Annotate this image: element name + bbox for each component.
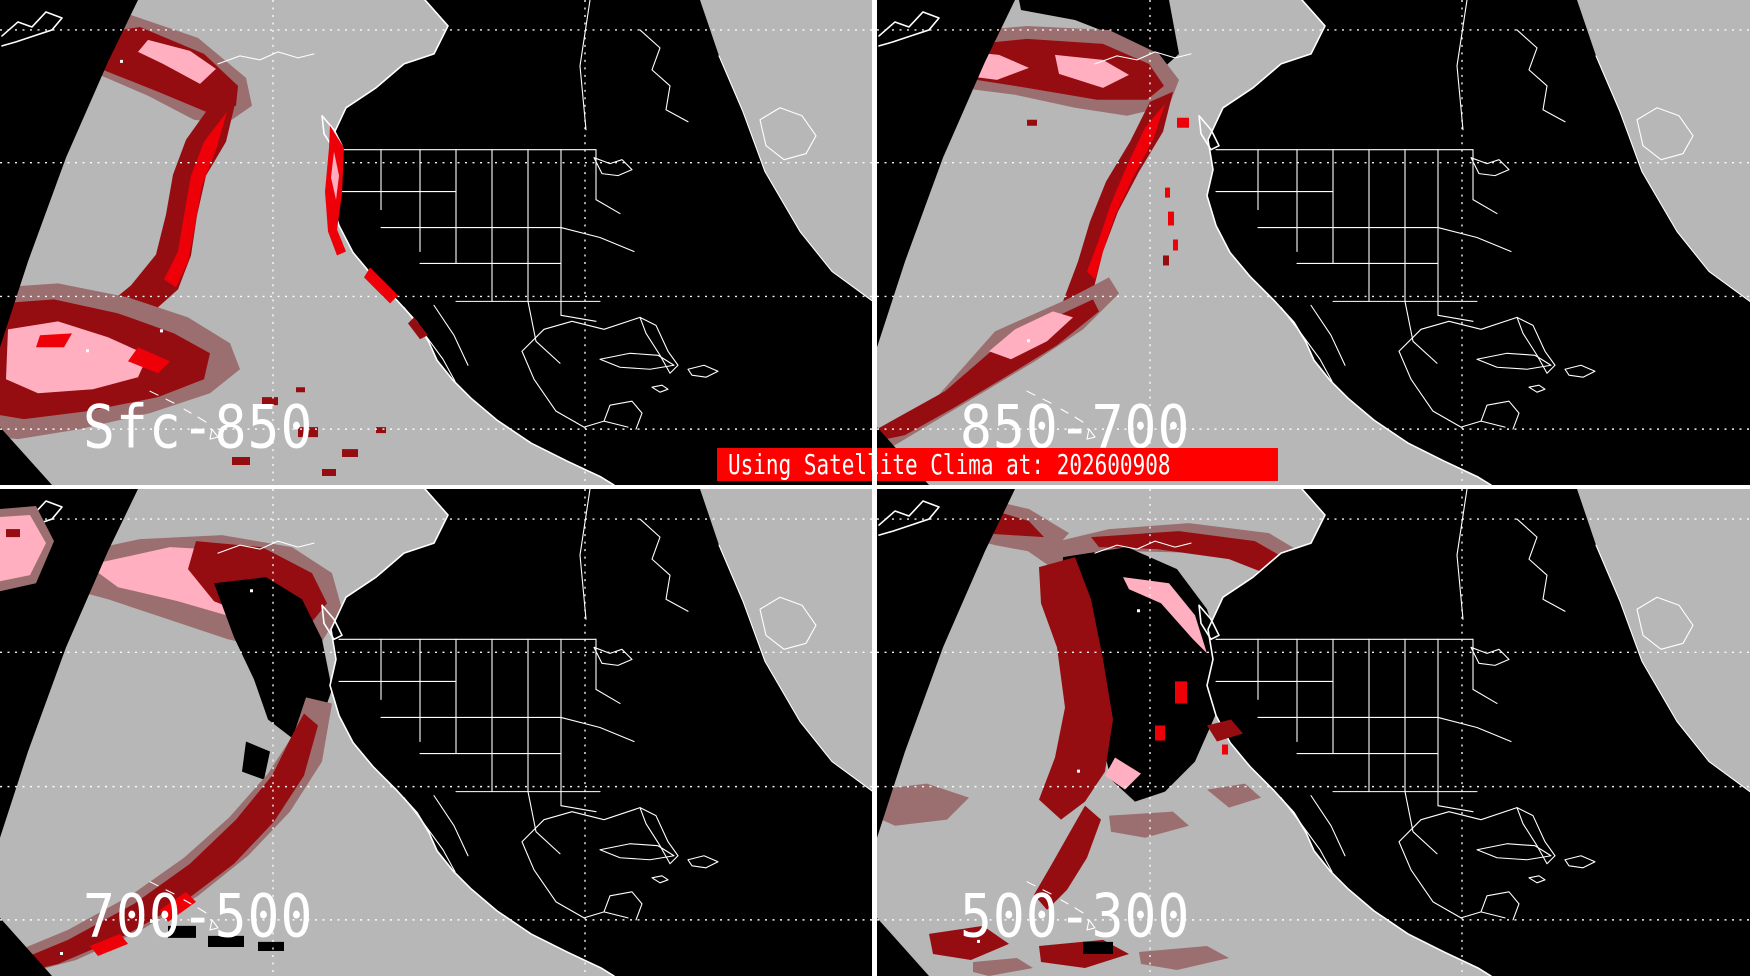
layer-label-700-500: 700-500	[83, 882, 314, 951]
timestamp-banner-text: Using Satellite Clima at: 202600908	[728, 448, 1171, 481]
moisture-plumes	[0, 13, 386, 477]
layer-label-sfc-850: Sfc-850	[83, 393, 314, 462]
panel-700-500: 700-500	[0, 489, 873, 976]
coastal-moisture	[0, 506, 54, 592]
map-graphic-850-700	[877, 0, 1750, 485]
map-graphic-sfc-850	[0, 0, 873, 485]
moisture-plumes	[877, 0, 1189, 478]
panel-sfc-850: Sfc-850	[0, 0, 873, 485]
moisture-plumes	[0, 535, 342, 976]
layer-label-500-300: 500-300	[960, 882, 1191, 951]
map-graphic-700-500	[0, 489, 873, 976]
coastal-moisture	[325, 125, 428, 340]
panel-850-700: 850-700	[877, 0, 1750, 485]
layer-label-850-700: 850-700	[960, 393, 1191, 462]
coastal-moisture	[1207, 719, 1243, 755]
panel-divider-vertical	[872, 0, 877, 976]
timestamp-banner: Using Satellite Clima at: 202600908	[717, 448, 1278, 481]
panel-500-300: 500-300	[877, 489, 1750, 976]
coastal-moisture	[1163, 187, 1178, 266]
map-graphic-500-300	[877, 489, 1750, 976]
